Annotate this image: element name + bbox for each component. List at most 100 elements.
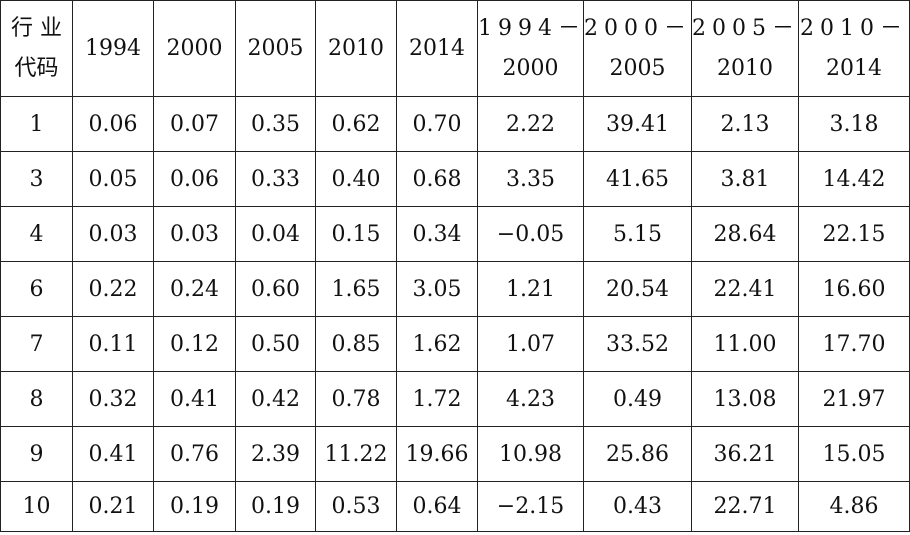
cell-val-2000: 0.12 — [153, 316, 236, 372]
header-range-line2: 2014 — [826, 55, 882, 81]
header-range-2000-2005: 2000－ 2005 — [583, 0, 692, 97]
cell-val-2005: 0.50 — [235, 316, 316, 372]
cell-val-2014: 0.68 — [396, 151, 478, 207]
cell-growth-2010-2014: 4.86 — [798, 481, 910, 532]
cell-growth-2005-2010: 28.64 — [691, 206, 799, 262]
cell-val-2000: 0.06 — [153, 151, 236, 207]
cell-val-2014: 0.34 — [396, 206, 478, 262]
table-row: 1 0.06 0.07 0.35 0.62 0.70 2.22 39.41 2.13 3.18 — [0, 96, 910, 152]
cell-growth-2010-2014: 16.60 — [798, 261, 910, 317]
cell-growth-2005-2010: 11.00 — [691, 316, 799, 372]
cell-industry-code: 10 — [0, 481, 73, 532]
cell-growth-2005-2010: 22.41 — [691, 261, 799, 317]
cell-val-2000: 0.24 — [153, 261, 236, 317]
cell-val-1994: 0.41 — [72, 426, 154, 482]
cell-growth-1994-2000: 2.22 — [477, 96, 584, 152]
header-range-2010-2014: 2010－ 2014 — [798, 0, 910, 97]
cell-growth-2000-2005: 25.86 — [583, 426, 692, 482]
cell-val-2000: 0.03 — [153, 206, 236, 262]
header-range-line2: 2005 — [609, 55, 666, 81]
header-range-line1: 2010－ — [800, 15, 908, 41]
cell-val-2014: 1.72 — [396, 371, 478, 427]
header-year-2005: 2005 — [235, 0, 316, 97]
cell-val-2000: 0.07 — [153, 96, 236, 152]
cell-val-2014: 0.64 — [396, 481, 478, 532]
cell-growth-1994-2000: −2.15 — [477, 481, 584, 532]
cell-industry-code: 9 — [0, 426, 73, 482]
header-range-line1: 1994－ — [478, 15, 584, 41]
cell-industry-code: 3 — [0, 151, 73, 207]
cell-val-1994: 0.32 — [72, 371, 154, 427]
header-industry-code: 行 业 代码 — [0, 0, 73, 97]
cell-val-2010: 1.65 — [315, 261, 397, 317]
cell-val-2005: 2.39 — [235, 426, 316, 482]
cell-growth-2010-2014: 22.15 — [798, 206, 910, 262]
header-range-line1: 2005－ — [692, 15, 799, 41]
cell-growth-2010-2014: 15.05 — [798, 426, 910, 482]
table-row: 7 0.11 0.12 0.50 0.85 1.62 1.07 33.52 11.00 17.70 — [0, 316, 910, 372]
header-range-1994-2000: 1994－ 2000 — [477, 0, 584, 97]
cell-val-2000: 0.76 — [153, 426, 236, 482]
cell-val-1994: 0.03 — [72, 206, 154, 262]
cell-val-2005: 0.33 — [235, 151, 316, 207]
table-header-row: 行 业 代码 1994 2000 2005 2010 2014 1994－ 20… — [0, 0, 910, 97]
cell-val-2014: 19.66 — [396, 426, 478, 482]
cell-val-2005: 0.42 — [235, 371, 316, 427]
cell-growth-1994-2000: −0.05 — [477, 206, 584, 262]
cell-industry-code: 6 — [0, 261, 73, 317]
header-range-line2: 2010 — [717, 55, 773, 81]
cell-val-1994: 0.21 — [72, 481, 154, 532]
cell-val-2010: 0.40 — [315, 151, 397, 207]
cell-val-2000: 0.19 — [153, 481, 236, 532]
cell-val-1994: 0.11 — [72, 316, 154, 372]
cell-val-2010: 0.62 — [315, 96, 397, 152]
cell-growth-1994-2000: 1.21 — [477, 261, 584, 317]
table-row: 4 0.03 0.03 0.04 0.15 0.34 −0.05 5.15 28.64 22.15 — [0, 206, 910, 262]
header-range-2005-2010: 2005－ 2010 — [691, 0, 799, 97]
cell-val-2010: 11.22 — [315, 426, 397, 482]
cell-growth-2000-2005: 0.43 — [583, 481, 692, 532]
cell-val-1994: 0.05 — [72, 151, 154, 207]
header-year-2000: 2000 — [153, 0, 236, 97]
table-row: 9 0.41 0.76 2.39 11.22 19.66 10.98 25.86 36.21 15… — [0, 426, 910, 482]
cell-val-1994: 0.06 — [72, 96, 154, 152]
cell-growth-2010-2014: 3.18 — [798, 96, 910, 152]
cell-growth-2010-2014: 21.97 — [798, 371, 910, 427]
cell-growth-2010-2014: 17.70 — [798, 316, 910, 372]
cell-growth-1994-2000: 3.35 — [477, 151, 584, 207]
cell-val-2010: 0.78 — [315, 371, 397, 427]
cell-growth-1994-2000: 1.07 — [477, 316, 584, 372]
cell-growth-2005-2010: 22.71 — [691, 481, 799, 532]
cell-val-1994: 0.22 — [72, 261, 154, 317]
header-year-2014: 2014 — [396, 0, 478, 97]
cell-growth-2000-2005: 20.54 — [583, 261, 692, 317]
cell-industry-code: 8 — [0, 371, 73, 427]
cell-growth-2000-2005: 41.65 — [583, 151, 692, 207]
table-row: 8 0.32 0.41 0.42 0.78 1.72 4.23 0.49 13.08 21.97 — [0, 371, 910, 427]
header-year-2010: 2010 — [315, 0, 397, 97]
cell-val-2014: 0.70 — [396, 96, 478, 152]
table-row: 6 0.22 0.24 0.60 1.65 3.05 1.21 20.54 22.41 16.60 — [0, 261, 910, 317]
header-range-line1: 2000－ — [584, 15, 692, 41]
cell-industry-code: 7 — [0, 316, 73, 372]
table-row: 10 0.21 0.19 0.19 0.53 0.64 −2.15 0.43 22.71 4.86 — [0, 481, 910, 532]
cell-growth-2005-2010: 36.21 — [691, 426, 799, 482]
cell-growth-1994-2000: 4.23 — [477, 371, 584, 427]
header-range-line2: 2000 — [502, 55, 559, 81]
cell-growth-2000-2005: 5.15 — [583, 206, 692, 262]
cell-val-2005: 0.19 — [235, 481, 316, 532]
cell-val-2010: 0.15 — [315, 206, 397, 262]
cell-growth-1994-2000: 10.98 — [477, 426, 584, 482]
cell-val-2005: 0.04 — [235, 206, 316, 262]
cell-val-2010: 0.53 — [315, 481, 397, 532]
cell-val-2005: 0.35 — [235, 96, 316, 152]
cell-val-2005: 0.60 — [235, 261, 316, 317]
cell-val-2000: 0.41 — [153, 371, 236, 427]
cell-growth-2000-2005: 39.41 — [583, 96, 692, 152]
table-row: 3 0.05 0.06 0.33 0.40 0.68 3.35 41.65 3.81 14.42 — [0, 151, 910, 207]
cell-growth-2005-2010: 13.08 — [691, 371, 799, 427]
cell-val-2010: 0.85 — [315, 316, 397, 372]
cell-val-2014: 3.05 — [396, 261, 478, 317]
